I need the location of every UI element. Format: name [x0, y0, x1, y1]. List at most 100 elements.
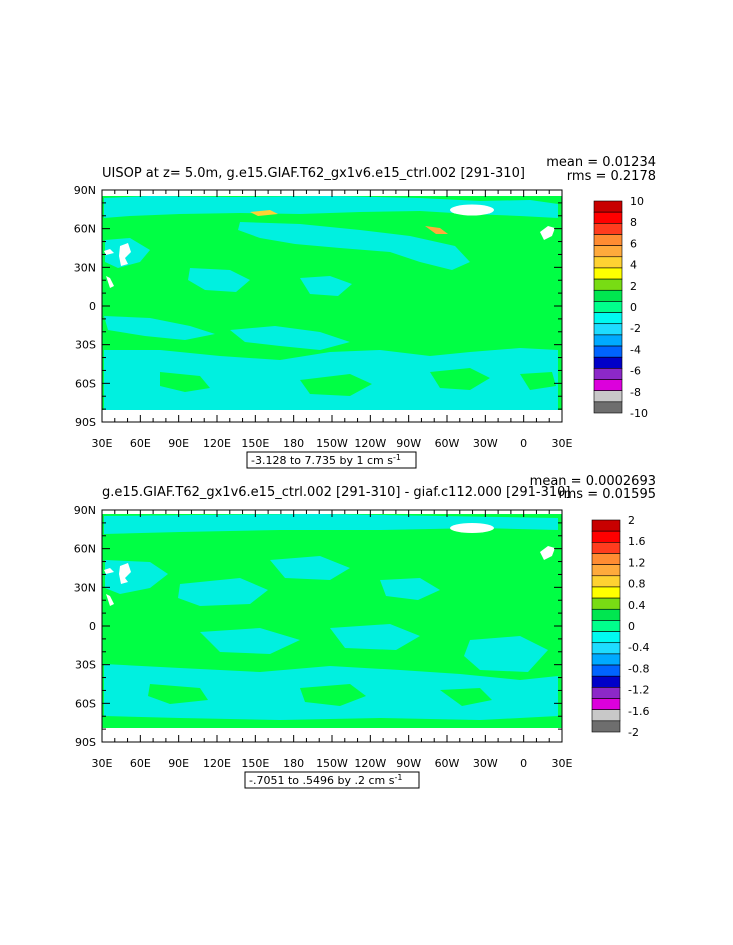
colorbar-swatch	[593, 211, 623, 224]
colorbar-label: -1.6	[628, 705, 649, 718]
colorbar-swatch	[591, 675, 621, 688]
y-tick-label: 90S	[75, 736, 96, 749]
colorbar-swatch	[591, 709, 621, 722]
colorbar-label: 0.8	[628, 578, 646, 591]
panel-1-rms: rms = 0.2178	[567, 169, 656, 184]
x-tick-label: 90E	[168, 437, 189, 450]
colorbar-swatch	[591, 631, 621, 644]
colorbar-label: -10	[630, 407, 648, 420]
colorbar-label: -0.4	[628, 641, 649, 654]
x-tick-label: 0	[520, 757, 527, 770]
colorbar-label: 8	[630, 216, 637, 229]
y-tick-label: 0	[89, 620, 96, 633]
colorbar-swatch	[593, 356, 623, 369]
panel-1-range-box	[246, 451, 417, 469]
colorbar-swatch	[591, 575, 621, 588]
y-tick-label: 90S	[75, 416, 96, 429]
colorbar-label: -1.2	[628, 684, 649, 697]
colorbar-swatch	[593, 323, 623, 336]
x-tick-label: 90W	[396, 437, 421, 450]
colorbar-swatch	[591, 519, 621, 532]
x-tick-label: 120E	[203, 757, 231, 770]
colorbar-label: 0	[628, 620, 635, 633]
colorbar-label: -6	[630, 365, 641, 378]
colorbar-swatch	[593, 390, 623, 403]
x-tick-label: 30W	[473, 437, 498, 450]
y-tick-label: 60N	[74, 543, 96, 556]
panel-2-map-field	[102, 510, 562, 742]
panel-1-map-field	[102, 190, 562, 422]
x-tick-label: 60W	[435, 437, 460, 450]
colorbar-swatch	[591, 720, 621, 733]
x-tick-label: 30E	[92, 437, 113, 450]
panel-2-range-label: -.7051 to .5496 by .2 cm s-1	[249, 773, 402, 787]
colorbar-label: 2	[630, 280, 637, 293]
colorbar-label: -8	[630, 386, 641, 399]
colorbar-label: 10	[630, 195, 644, 208]
panel-2-range-box	[244, 771, 420, 789]
panel-2-rms: rms = 0.01595	[559, 487, 656, 502]
panel-1: UISOP at z= 5.0m, g.e15.GIAF.T62_gx1v6.e…	[74, 155, 656, 469]
colorbar-swatch	[593, 267, 623, 280]
colorbar-label: 1.6	[628, 535, 646, 548]
x-tick-label: 30E	[552, 437, 573, 450]
x-tick-label: 120W	[354, 757, 386, 770]
colorbar-swatch	[591, 687, 621, 699]
colorbar-swatch	[591, 642, 621, 655]
colorbar-label: 6	[630, 237, 637, 250]
colorbar-swatch	[591, 586, 621, 599]
colorbar-swatch	[593, 401, 623, 414]
colorbar-label: -2	[630, 322, 641, 335]
colorbar-label: 2	[628, 514, 635, 527]
colorbar-swatch	[593, 289, 623, 302]
colorbar-swatch	[591, 597, 621, 610]
panel-2-mean: mean = 0.0002693	[530, 474, 656, 489]
panel-1-title: UISOP at z= 5.0m, g.e15.GIAF.T62_gx1v6.e…	[102, 166, 525, 181]
colorbar-swatch	[591, 608, 621, 621]
x-tick-label: 30W	[473, 757, 498, 770]
colorbar-swatch	[593, 301, 623, 313]
colorbar-swatch	[593, 368, 623, 380]
colorbar-swatch	[593, 223, 623, 235]
panel-1-colorbar: 10 8 6 4 2 0 -2 -4 -6 -8 -10	[593, 195, 648, 420]
colorbar-swatch	[593, 234, 623, 246]
y-tick-label: 30S	[75, 659, 96, 672]
x-tick-label: 0	[520, 437, 527, 450]
y-tick-label: 90N	[74, 184, 96, 197]
x-tick-label: 120E	[203, 437, 231, 450]
x-tick-label: 120W	[354, 437, 386, 450]
y-tick-label: 0	[89, 300, 96, 313]
colorbar-swatch	[591, 664, 621, 677]
colorbar-swatch	[591, 653, 621, 666]
colorbar-swatch	[593, 278, 623, 291]
x-tick-label: 90E	[168, 757, 189, 770]
panel-2-title: g.e15.GIAF.T62_gx1v6.e15_ctrl.002 [291-3…	[102, 485, 571, 500]
colorbar-label: 0	[630, 301, 637, 314]
colorbar-swatch	[591, 620, 621, 632]
colorbar-swatch	[591, 698, 621, 710]
colorbar-label: -2	[628, 726, 639, 739]
colorbar-label: 0.4	[628, 599, 646, 612]
x-tick-label: 150E	[241, 437, 269, 450]
x-tick-label: 150W	[316, 437, 348, 450]
colorbar-swatch	[593, 245, 623, 258]
colorbar-swatch	[591, 564, 621, 577]
panel-2: g.e15.GIAF.T62_gx1v6.e15_ctrl.002 [291-3…	[74, 474, 656, 789]
panel-2-axes: 30E 60E 90E 120E 150E 180 150W 120W 90W 60W 30W 0 30…	[74, 504, 573, 770]
colorbar-swatch	[593, 312, 623, 325]
colorbar-label: -0.8	[628, 662, 649, 675]
x-tick-label: 60E	[130, 757, 151, 770]
y-tick-label: 60S	[75, 697, 96, 710]
colorbar-swatch	[593, 379, 623, 391]
panel-1-axes: 30E 60E 90E 120E 150E 180 150W 120W 90W 60W 30W 0 30…	[74, 184, 573, 450]
x-tick-label: 180	[283, 757, 304, 770]
x-tick-label: 150W	[316, 757, 348, 770]
y-tick-label: 60N	[74, 223, 96, 236]
x-tick-label: 60W	[435, 757, 460, 770]
panel-2-colorbar: 2 1.6 1.2 0.8 0.4 0 -0.4 -0.8 -1.2 -1.6 -2	[591, 514, 649, 739]
x-tick-label: 60E	[130, 437, 151, 450]
colorbar-swatch	[591, 553, 621, 565]
colorbar-label: 4	[630, 259, 637, 272]
y-tick-label: 90N	[74, 504, 96, 517]
